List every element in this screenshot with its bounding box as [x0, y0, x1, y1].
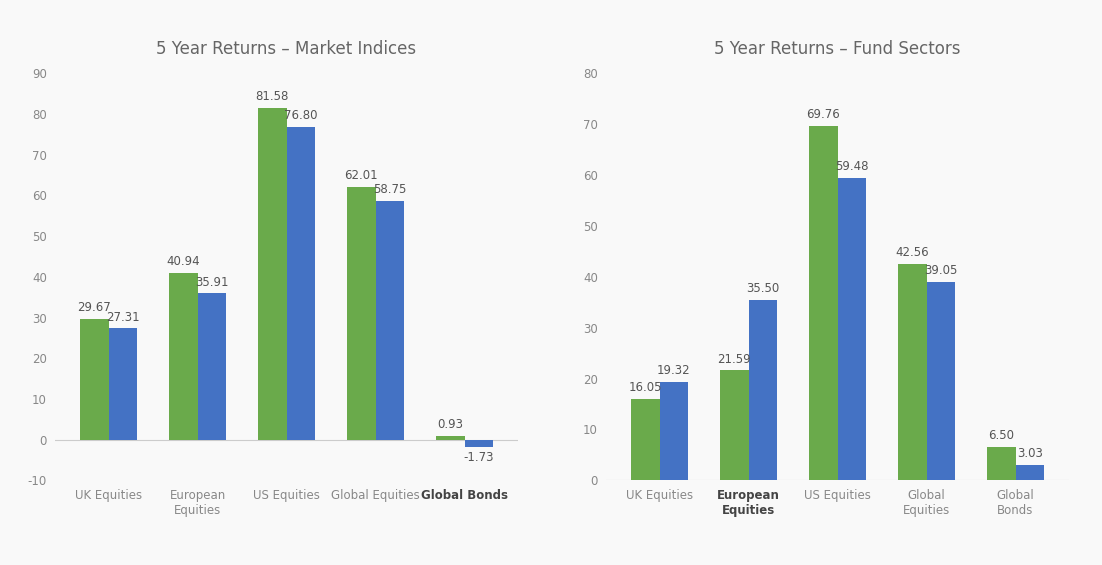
- Text: 42.56: 42.56: [896, 246, 929, 259]
- Bar: [720, 371, 748, 480]
- Title: 5 Year Returns – Market Indices: 5 Year Returns – Market Indices: [156, 40, 417, 58]
- Text: 39.05: 39.05: [925, 264, 958, 277]
- Bar: [898, 264, 927, 480]
- Text: 40.94: 40.94: [166, 255, 201, 268]
- Text: 0.93: 0.93: [437, 418, 463, 431]
- Text: 19.32: 19.32: [657, 364, 691, 377]
- Text: 76.80: 76.80: [284, 109, 317, 122]
- Bar: [197, 293, 226, 440]
- Bar: [809, 125, 838, 480]
- Bar: [1016, 465, 1044, 480]
- Text: 27.31: 27.31: [106, 311, 140, 324]
- Bar: [80, 319, 108, 440]
- Text: 59.48: 59.48: [835, 160, 868, 173]
- Bar: [465, 440, 493, 446]
- Text: 69.76: 69.76: [807, 108, 840, 121]
- Bar: [987, 447, 1016, 480]
- Bar: [659, 382, 688, 480]
- Text: 35.91: 35.91: [195, 276, 228, 289]
- Text: 81.58: 81.58: [256, 90, 289, 103]
- Text: -1.73: -1.73: [464, 451, 494, 464]
- Bar: [287, 127, 315, 440]
- Bar: [169, 273, 197, 440]
- Text: 6.50: 6.50: [988, 429, 1014, 442]
- Bar: [838, 178, 866, 480]
- Text: 62.01: 62.01: [345, 170, 378, 182]
- Text: 58.75: 58.75: [374, 182, 407, 195]
- Bar: [347, 188, 376, 440]
- Text: 3.03: 3.03: [1017, 447, 1042, 460]
- Bar: [631, 399, 659, 480]
- Title: 5 Year Returns – Fund Sectors: 5 Year Returns – Fund Sectors: [714, 40, 961, 58]
- Bar: [436, 436, 465, 440]
- Bar: [258, 108, 287, 440]
- Text: 16.05: 16.05: [628, 381, 662, 394]
- Bar: [108, 328, 137, 440]
- Text: 35.50: 35.50: [746, 282, 779, 295]
- Bar: [376, 201, 404, 440]
- Bar: [748, 299, 777, 480]
- Bar: [927, 282, 955, 480]
- Text: 29.67: 29.67: [77, 301, 111, 314]
- Text: 21.59: 21.59: [717, 353, 752, 366]
